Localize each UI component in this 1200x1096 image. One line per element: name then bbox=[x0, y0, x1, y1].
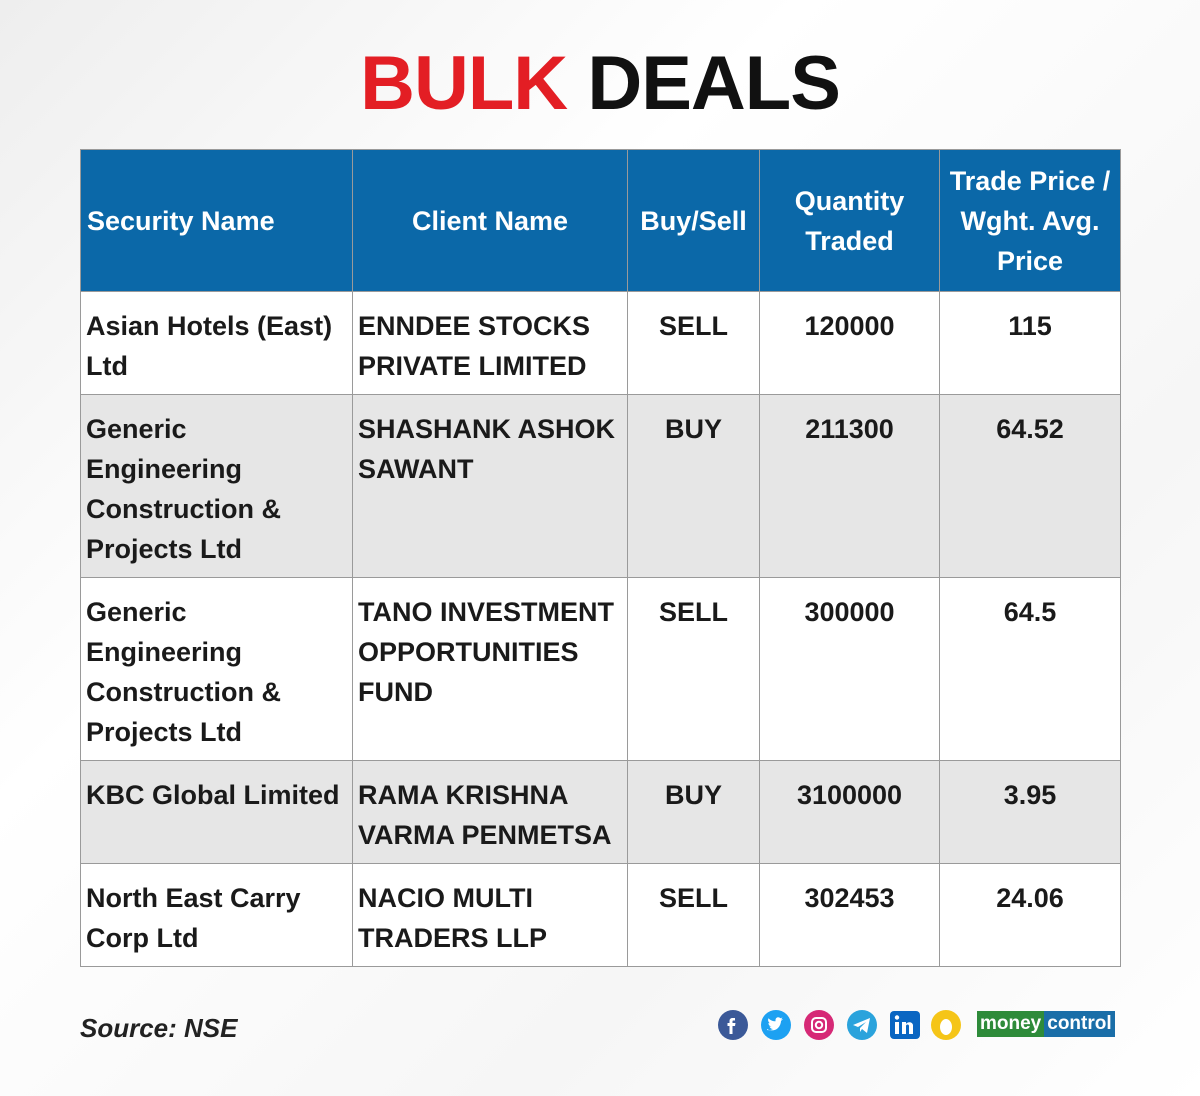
table-cell: Generic Engineering Construction & Proje… bbox=[80, 577, 353, 761]
table-cell: SELL bbox=[627, 863, 760, 967]
table-cell: 3.95 bbox=[939, 760, 1121, 864]
table-cell: 120000 bbox=[759, 291, 940, 395]
header-cell: Trade Price / Wght. Avg. Price bbox=[939, 149, 1121, 292]
table-row: Generic Engineering Construction & Proje… bbox=[80, 394, 1121, 578]
linkedin-glyph-dot bbox=[894, 1015, 900, 1020]
table-cell: 211300 bbox=[759, 394, 940, 578]
table-cell: SELL bbox=[627, 291, 760, 395]
table-cell: ENNDEE STOCKS PRIVATE LIMITED bbox=[352, 291, 628, 395]
social-icons bbox=[718, 1010, 961, 1040]
header-cell: Client Name bbox=[352, 149, 628, 292]
title-red: BULK bbox=[360, 41, 568, 126]
title: BULK DEALS bbox=[0, 40, 1200, 127]
koo-glyph bbox=[940, 1019, 952, 1035]
logo: money control bbox=[977, 1011, 1115, 1037]
header-cell: Quantity Traded bbox=[759, 149, 940, 292]
linkedin-glyph-n bbox=[902, 1022, 913, 1034]
table-cell: 24.06 bbox=[939, 863, 1121, 967]
table-row: KBC Global Limited RAMA KRISHNA VARMA PEN… bbox=[80, 760, 1121, 864]
header-row: Security Name Client Name Buy/Sell Quantity… bbox=[80, 149, 1121, 292]
source: Source: NSE bbox=[80, 1013, 238, 1043]
table-cell: KBC Global Limited bbox=[80, 760, 353, 864]
logo-money: money bbox=[977, 1011, 1045, 1037]
linkedin-glyph-i bbox=[895, 1022, 899, 1034]
table-body: Asian Hotels (East) Ltd ENNDEE STOCKS PRI… bbox=[80, 291, 1121, 967]
telegram-icon bbox=[847, 1010, 877, 1040]
title-black: DEALS bbox=[587, 41, 841, 126]
table-cell: Generic Engineering Construction & Proje… bbox=[80, 394, 353, 578]
table-cell: NACIO MULTI TRADERS LLP bbox=[352, 863, 628, 967]
facebook-glyph bbox=[727, 1018, 736, 1034]
table-cell: 300000 bbox=[759, 577, 940, 761]
table-row: Asian Hotels (East) Ltd ENNDEE STOCKS PRI… bbox=[80, 291, 1121, 395]
table-cell: BUY bbox=[627, 760, 760, 864]
table-cell: Asian Hotels (East) Ltd bbox=[80, 291, 353, 395]
table-cell: BUY bbox=[627, 394, 760, 578]
instagram-glyph bbox=[811, 1017, 827, 1033]
table-row: Generic Engineering Construction & Proje… bbox=[80, 577, 1121, 761]
telegram-glyph bbox=[853, 1018, 870, 1033]
instagram-icon bbox=[804, 1010, 834, 1040]
header-cell: Buy/Sell bbox=[627, 149, 760, 292]
table-cell: 302453 bbox=[759, 863, 940, 967]
twitter-glyph bbox=[767, 1017, 783, 1031]
table-cell: North East Carry Corp Ltd bbox=[80, 863, 353, 967]
table-row: North East Carry Corp Ltd NACIO MULTI TRA… bbox=[80, 863, 1121, 967]
logo-control: control bbox=[1044, 1011, 1115, 1037]
instagram-lens bbox=[814, 1020, 824, 1030]
table-cell: 64.52 bbox=[939, 394, 1121, 578]
table-cell: 3100000 bbox=[759, 760, 940, 864]
table-cell: SHASHANK ASHOK SAWANT bbox=[352, 394, 628, 578]
table-cell: TANO INVESTMENT OPPORTUNITIES FUND bbox=[352, 577, 628, 761]
table-cell: SELL bbox=[627, 577, 760, 761]
table-cell: 115 bbox=[939, 291, 1121, 395]
deals-table: Security Name Client Name Buy/Sell Quantity… bbox=[80, 149, 1121, 967]
header-cell: Security Name bbox=[80, 149, 353, 292]
table-cell: RAMA KRISHNA VARMA PENMETSA bbox=[352, 760, 628, 864]
table-cell: 64.5 bbox=[939, 577, 1121, 761]
